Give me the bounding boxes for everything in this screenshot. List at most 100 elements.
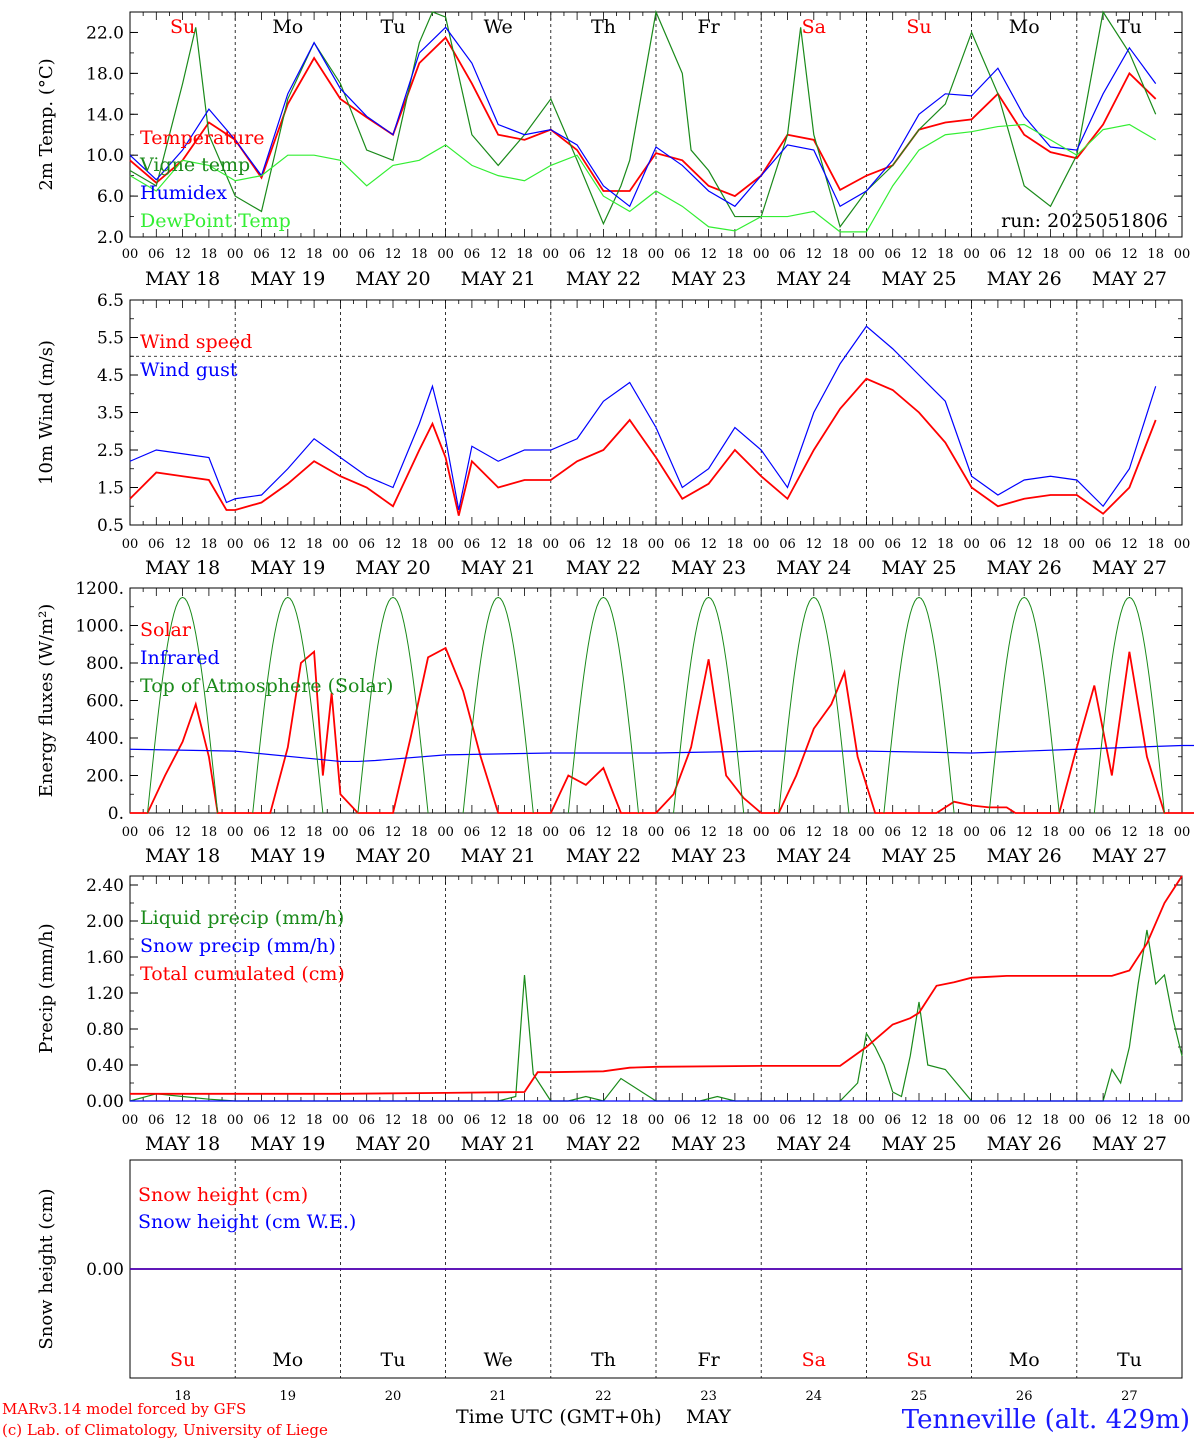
hour-tick-label: 00 bbox=[753, 247, 770, 262]
hour-tick-label: 18 bbox=[621, 247, 638, 262]
day-number-label: 18 bbox=[174, 1389, 191, 1404]
hour-tick-label: 12 bbox=[1121, 247, 1138, 262]
hour-tick-label: 06 bbox=[569, 825, 586, 840]
day-label: MAY 26 bbox=[987, 1133, 1062, 1155]
hour-tick-label: 12 bbox=[700, 537, 717, 552]
hour-tick-label: 06 bbox=[358, 537, 375, 552]
hour-tick-label: 00 bbox=[753, 825, 770, 840]
day-label: MAY 18 bbox=[145, 1133, 220, 1155]
day-label: MAY 25 bbox=[881, 1133, 956, 1155]
hour-tick-label: 18 bbox=[201, 537, 218, 552]
hour-tick-label: 00 bbox=[122, 1113, 139, 1128]
weekday-label: Sa bbox=[802, 16, 826, 38]
weekday-label: Sa bbox=[802, 1349, 826, 1371]
hour-tick-label: 18 bbox=[727, 1113, 744, 1128]
hour-tick-label: 18 bbox=[832, 825, 849, 840]
hour-tick-label: 06 bbox=[990, 825, 1007, 840]
hour-tick-label: 06 bbox=[779, 247, 796, 262]
hour-tick-label: 06 bbox=[884, 247, 901, 262]
day-label: MAY 27 bbox=[1092, 1133, 1167, 1155]
y-tick-label: 4.5 bbox=[97, 366, 124, 386]
day-label: MAY 24 bbox=[776, 1133, 851, 1155]
hour-tick-label: 18 bbox=[727, 537, 744, 552]
hour-tick-label: 06 bbox=[253, 247, 270, 262]
hour-tick-label: 00 bbox=[963, 537, 980, 552]
legend-entry: Humidex bbox=[140, 182, 227, 204]
hour-tick-label: 18 bbox=[937, 1113, 954, 1128]
series-line-toa-solar bbox=[567, 596, 639, 814]
series-line-toa-solar bbox=[252, 596, 324, 814]
x-axis-label: Time UTC (GMT+0h) bbox=[456, 1406, 662, 1428]
hour-tick-label: 00 bbox=[437, 537, 454, 552]
hour-tick-label: 18 bbox=[306, 825, 323, 840]
series-group bbox=[129, 875, 1183, 1102]
day-number-label: 21 bbox=[490, 1389, 507, 1404]
hour-tick-label: 00 bbox=[858, 825, 875, 840]
hour-tick-label: 12 bbox=[595, 825, 612, 840]
hour-tick-label: 12 bbox=[490, 825, 507, 840]
weekday-label: Mo bbox=[1009, 16, 1040, 38]
y-axis-label: Snow height (cm) bbox=[36, 1188, 57, 1349]
hour-tick-label: 18 bbox=[411, 247, 428, 262]
hour-tick-label: 06 bbox=[358, 247, 375, 262]
hour-tick-label: 06 bbox=[1095, 537, 1112, 552]
hour-tick-label: 18 bbox=[411, 825, 428, 840]
hour-tick-label: 12 bbox=[595, 537, 612, 552]
hour-tick-label: 00 bbox=[963, 1113, 980, 1128]
hour-tick-label: 00 bbox=[858, 247, 875, 262]
weekday-label: Su bbox=[170, 1349, 195, 1371]
hour-tick-label: 00 bbox=[543, 537, 560, 552]
hour-tick-label: 18 bbox=[516, 247, 533, 262]
hour-tick-label: 12 bbox=[700, 825, 717, 840]
weekday-label: We bbox=[484, 16, 513, 38]
weekday-label: Mo bbox=[272, 16, 303, 38]
weekday-label: Tu bbox=[1117, 1349, 1142, 1371]
weekday-label: Tu bbox=[381, 1349, 406, 1371]
hour-tick-label: 12 bbox=[385, 1113, 402, 1128]
y-tick-label: 1.60 bbox=[86, 948, 124, 968]
y-tick-label: 1200. bbox=[75, 579, 124, 599]
legend-entry: DewPoint Temp bbox=[140, 210, 291, 232]
y-tick-label: 10.0 bbox=[86, 146, 124, 166]
hour-tick-label: 18 bbox=[306, 537, 323, 552]
hour-tick-label: 00 bbox=[437, 825, 454, 840]
day-label: MAY 21 bbox=[461, 557, 536, 579]
hour-tick-label: 12 bbox=[280, 247, 297, 262]
day-label: MAY 20 bbox=[355, 1133, 430, 1155]
hour-tick-label: 18 bbox=[516, 1113, 533, 1128]
panel-1: 2.0 6.0 10.0 14.0 18.0 22.0 2m Temp. (°C) Tempe… bbox=[36, 9, 1190, 290]
hour-tick-label: 18 bbox=[201, 247, 218, 262]
hour-tick-label: 00 bbox=[1069, 1113, 1086, 1128]
y-axis-label: 2m Temp. (°C) bbox=[36, 58, 57, 190]
hour-tick-label: 12 bbox=[1016, 247, 1033, 262]
y-tick-label: 2.40 bbox=[86, 876, 124, 896]
hour-tick-label: 00 bbox=[963, 825, 980, 840]
model-credit: MARv3.14 model forced by GFS bbox=[2, 1400, 246, 1418]
hour-tick-label: 12 bbox=[490, 537, 507, 552]
y-tick-label: 0. bbox=[108, 804, 124, 824]
series-group bbox=[129, 9, 1157, 233]
day-label: MAY 26 bbox=[987, 268, 1062, 290]
hour-tick-label: 00 bbox=[227, 825, 244, 840]
hour-tick-label: 00 bbox=[858, 537, 875, 552]
weekday-label: Tu bbox=[381, 16, 406, 38]
plot-frame bbox=[129, 299, 1183, 526]
day-label: MAY 22 bbox=[566, 557, 641, 579]
hour-tick-label: 00 bbox=[1174, 1113, 1191, 1128]
hour-tick-label: 06 bbox=[1095, 825, 1112, 840]
hour-tick-label: 18 bbox=[832, 537, 849, 552]
series-line-total-cumulated-cm bbox=[130, 875, 1183, 1095]
station-name: Tenneville (alt. 429m) bbox=[902, 1405, 1190, 1435]
day-label: MAY 19 bbox=[250, 557, 325, 579]
hour-tick-label: 00 bbox=[753, 1113, 770, 1128]
hour-tick-label: 00 bbox=[543, 247, 560, 262]
legend-entry: Vigne temp bbox=[139, 154, 250, 176]
series-line-infrared bbox=[129, 744, 1194, 763]
hour-tick-label: 00 bbox=[648, 1113, 665, 1128]
series-line-toa-solar bbox=[988, 596, 1060, 814]
hour-tick-label: 00 bbox=[122, 537, 139, 552]
hour-tick-label: 06 bbox=[358, 1113, 375, 1128]
weekday-label: Su bbox=[906, 1349, 931, 1371]
day-label: MAY 24 bbox=[776, 557, 851, 579]
day-label: MAY 22 bbox=[566, 1133, 641, 1155]
